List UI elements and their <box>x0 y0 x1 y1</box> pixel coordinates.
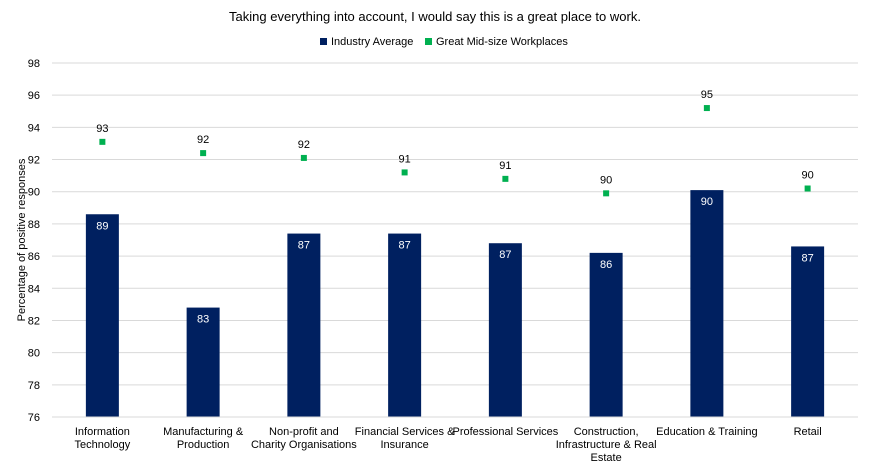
x-category-label: Financial Services & Insurance <box>355 426 455 451</box>
bar-value-label: 87 <box>298 240 310 252</box>
marker-value-label: 92 <box>197 134 209 146</box>
bar-industry-average <box>589 252 623 417</box>
y-tick-label: 98 <box>28 58 40 70</box>
marker-value-label: 90 <box>600 174 612 186</box>
marker-data-labels: 93 92 92 91 91 90 95 90 <box>96 89 814 186</box>
bar-industry-average <box>690 190 724 417</box>
x-category-label: Construction, Infrastructure & Real Estate <box>556 426 657 464</box>
bar-value-label: 83 <box>197 314 209 326</box>
bar-industry-average <box>791 246 825 417</box>
marker-great-mid-size-workplaces <box>603 190 610 197</box>
bar-value-label: 87 <box>802 252 814 264</box>
marker-value-label: 90 <box>802 170 814 182</box>
y-tick-label: 76 <box>28 412 40 424</box>
bar-value-label: 87 <box>499 249 511 261</box>
y-tick-label: 88 <box>28 219 40 231</box>
marker-great-mid-size-workplaces <box>502 175 509 182</box>
bar-value-label: 90 <box>701 196 713 208</box>
x-category-label: Education & Training <box>656 426 758 438</box>
marker-great-mid-size-workplaces <box>99 138 106 145</box>
x-category-label: Manufacturing & Production <box>163 426 244 451</box>
legend-label: Great Mid-size Workplaces <box>436 36 568 48</box>
x-axis-category-labels: Information Technology Manufacturing & Prod… <box>75 426 822 464</box>
bar-value-label: 87 <box>399 240 411 252</box>
bar-industry-average <box>488 243 522 417</box>
legend-swatch-industry-average <box>320 38 327 45</box>
x-category-label: Non-profit and Charity Organisations <box>251 426 357 451</box>
bar-data-labels: 89 83 87 87 87 86 90 87 <box>96 196 814 325</box>
bar-industry-average <box>186 307 220 417</box>
y-tick-label: 82 <box>28 315 40 327</box>
markers-great-mid-size-workplaces <box>99 105 811 197</box>
x-category-label: Retail <box>794 426 822 438</box>
y-axis-label: Percentage of positive responses <box>16 158 28 321</box>
marker-value-label: 93 <box>96 123 108 135</box>
bar-value-label: 89 <box>96 220 108 232</box>
y-tick-label: 96 <box>28 90 40 102</box>
bar-value-label: 86 <box>600 259 612 271</box>
gridlines <box>52 62 858 386</box>
bar-industry-average <box>287 233 321 417</box>
bars-industry-average <box>85 190 825 417</box>
y-tick-label: 86 <box>28 251 40 263</box>
y-tick-label: 92 <box>28 155 40 167</box>
marker-value-label: 91 <box>499 160 511 172</box>
x-category-label: Professional Services <box>452 426 558 438</box>
bar-industry-average <box>388 233 422 417</box>
marker-great-mid-size-workplaces <box>200 150 207 157</box>
y-axis-ticks: 76 78 80 82 84 86 88 90 92 94 96 98 <box>28 58 40 424</box>
legend: Industry Average Great Mid-size Workplace… <box>320 36 568 48</box>
legend-swatch-great-mid-size-workplaces <box>425 38 432 45</box>
y-tick-label: 78 <box>28 380 40 392</box>
y-tick-label: 90 <box>28 187 40 199</box>
y-tick-label: 94 <box>28 122 40 134</box>
marker-value-label: 92 <box>298 139 310 151</box>
chart-title: Taking everything into account, I would … <box>229 9 641 24</box>
y-tick-label: 84 <box>28 283 40 295</box>
marker-great-mid-size-workplaces <box>401 169 408 176</box>
marker-great-mid-size-workplaces <box>300 154 307 161</box>
marker-value-label: 91 <box>399 153 411 165</box>
bar-industry-average <box>85 214 119 417</box>
legend-label: Industry Average <box>331 36 413 48</box>
y-tick-label: 80 <box>28 348 40 360</box>
x-category-label: Information Technology <box>75 426 131 451</box>
marker-great-mid-size-workplaces <box>804 185 811 192</box>
marker-great-mid-size-workplaces <box>703 105 710 112</box>
marker-value-label: 95 <box>701 89 713 101</box>
